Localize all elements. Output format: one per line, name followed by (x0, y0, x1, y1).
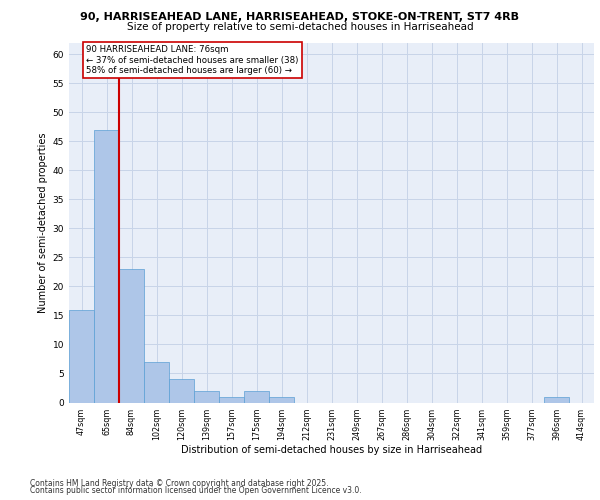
Text: Contains public sector information licensed under the Open Government Licence v3: Contains public sector information licen… (30, 486, 362, 495)
Bar (194, 391, 219, 402)
Text: 90 HARRISEAHEAD LANE: 76sqm
← 37% of semi-detached houses are smaller (38)
58% o: 90 HARRISEAHEAD LANE: 76sqm ← 37% of sem… (86, 46, 299, 75)
Text: 90, HARRISEAHEAD LANE, HARRISEAHEAD, STOKE-ON-TRENT, ST7 4RB: 90, HARRISEAHEAD LANE, HARRISEAHEAD, STO… (80, 12, 520, 22)
Bar (94, 130, 119, 402)
Bar (219, 396, 244, 402)
Y-axis label: Number of semi-detached properties: Number of semi-detached properties (38, 132, 49, 313)
Bar (144, 362, 169, 403)
Text: Contains HM Land Registry data © Crown copyright and database right 2025.: Contains HM Land Registry data © Crown c… (30, 478, 329, 488)
Bar (269, 396, 294, 402)
Bar (69, 310, 94, 402)
Bar (544, 396, 569, 402)
Bar (119, 269, 144, 402)
Bar (244, 391, 269, 402)
X-axis label: Distribution of semi-detached houses by size in Harriseahead: Distribution of semi-detached houses by … (181, 446, 482, 456)
Bar (169, 380, 194, 402)
Text: Size of property relative to semi-detached houses in Harriseahead: Size of property relative to semi-detach… (127, 22, 473, 32)
